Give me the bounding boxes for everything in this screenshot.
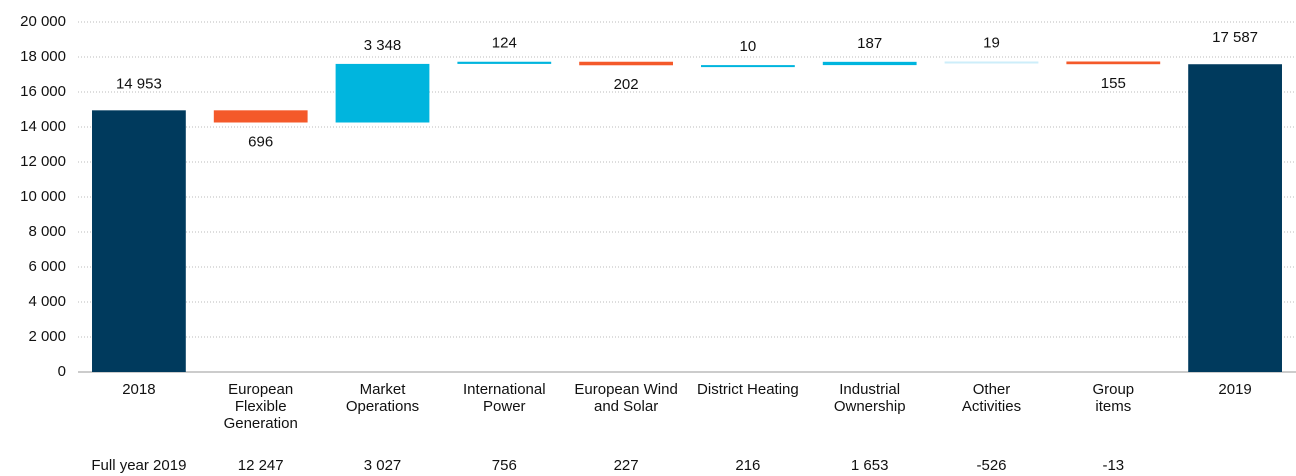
y-tick-label: 0 xyxy=(58,363,66,380)
data-label: 187 xyxy=(857,35,882,52)
x-tick-label: District Heating xyxy=(697,381,799,398)
bar xyxy=(822,61,917,66)
y-tick-label: 6 000 xyxy=(28,258,66,275)
x-tick-label: 2018 xyxy=(122,381,156,398)
data-label: 14 953 xyxy=(116,75,162,92)
bar xyxy=(457,61,552,64)
y-tick-label: 18 000 xyxy=(20,48,66,65)
data-label: 124 xyxy=(492,35,517,52)
x-tick-label: Market Operations xyxy=(345,381,420,415)
data-label: 19 xyxy=(983,34,1000,51)
bar xyxy=(944,61,1039,64)
y-tick-label: 4 000 xyxy=(28,293,66,310)
x-tick-label: International Power xyxy=(463,381,546,415)
bar xyxy=(92,110,186,372)
x-tick-label: 2019 xyxy=(1218,381,1252,398)
x-tick-label: European Flexible Generation xyxy=(223,381,298,432)
row-label: Full year 2019 xyxy=(91,457,187,474)
y-tick-label: 8 000 xyxy=(28,223,66,240)
y-tick-label: 12 000 xyxy=(20,153,66,170)
row-value: -13 xyxy=(1102,457,1125,474)
x-tick-label: European Wind and Solar xyxy=(574,381,678,415)
row-value: 3 027 xyxy=(363,457,402,474)
y-tick-label: 10 000 xyxy=(20,188,66,205)
bar xyxy=(335,63,430,123)
bar xyxy=(701,65,795,68)
data-label: 696 xyxy=(248,133,273,150)
y-tick-label: 20 000 xyxy=(20,13,66,30)
x-tick-label: Group items xyxy=(1092,381,1135,415)
bar xyxy=(579,61,673,66)
bar xyxy=(213,110,308,123)
row-value: 227 xyxy=(613,457,639,474)
data-label: 3 348 xyxy=(364,37,402,54)
bar xyxy=(1066,61,1161,65)
data-label: 155 xyxy=(1101,75,1126,92)
row-value: 12 247 xyxy=(237,457,284,474)
y-tick-label: 14 000 xyxy=(20,118,66,135)
data-label: 202 xyxy=(614,76,639,93)
data-label: 17 587 xyxy=(1212,29,1258,46)
bar xyxy=(1188,64,1282,372)
row-value: 216 xyxy=(735,457,761,474)
data-label: 10 xyxy=(740,38,757,55)
y-tick-label: 2 000 xyxy=(28,328,66,345)
y-tick-label: 16 000 xyxy=(20,83,66,100)
x-tick-label: Industrial Ownership xyxy=(833,381,906,415)
row-value: 756 xyxy=(491,457,517,474)
row-value: 1 653 xyxy=(850,457,889,474)
row-value: -526 xyxy=(976,457,1007,474)
x-tick-label: Other Activities xyxy=(961,381,1022,415)
